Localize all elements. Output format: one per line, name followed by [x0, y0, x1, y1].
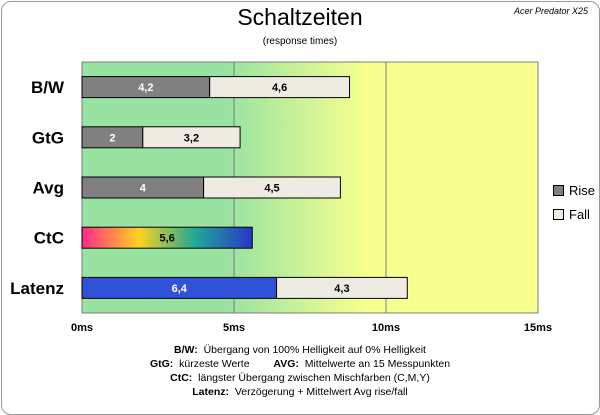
x-tick-label: 10ms — [372, 322, 400, 334]
note-avg-text: Mittelwerte an 15 Messpunkten — [304, 358, 451, 370]
x-tick-label: 15ms — [524, 322, 552, 334]
note-gtg-key: GtG: — [149, 358, 174, 370]
legend-label-fall: Fall — [569, 206, 590, 222]
category-label: Avg — [33, 179, 65, 198]
note-gtg-avg: GtG: kürzeste Werte AVG: Mittelwerte an … — [0, 357, 600, 371]
bar-rise-value-label: 4 — [140, 183, 147, 195]
legend-label-rise: Rise — [569, 182, 596, 198]
note-latenz-text: Verzögerung + Mittelwert Avg rise/fall — [234, 386, 408, 398]
note-bw: B/W: Übergang von 100% Helligkeit auf 0%… — [0, 343, 600, 357]
note-ctc-key: CtC: — [170, 372, 193, 384]
x-tick-label: 0ms — [71, 322, 93, 334]
bar-fall-value-label: 4,5 — [264, 183, 279, 195]
note-latenz: Latenz: Verzögerung + Mittelwert Avg ris… — [0, 385, 600, 399]
bar-rise-value-label: 4,2 — [138, 82, 153, 94]
category-label: GtG — [32, 128, 64, 147]
bar-fall-value-label: 3,2 — [184, 132, 199, 144]
category-label: Latenz — [10, 279, 64, 298]
footnotes: B/W: Übergang von 100% Helligkeit auf 0%… — [0, 343, 600, 399]
bar-fall — [142, 126, 241, 149]
note-bw-key: B/W: — [174, 344, 198, 356]
note-gtg-text: kürzeste Werte — [179, 358, 250, 370]
category-label: CtC — [34, 229, 64, 248]
legend-item-fall: Fall — [553, 202, 595, 226]
legend-swatch-rise — [553, 184, 564, 196]
bar-fall — [209, 76, 351, 99]
note-avg-key: AVG: — [273, 358, 299, 370]
legend: Rise Fall — [553, 178, 595, 226]
note-latenz-key: Latenz: — [192, 386, 230, 398]
bar-rise-value-label: 2 — [109, 132, 115, 144]
x-tick-label: 5ms — [223, 322, 245, 334]
category-label: B/W — [31, 78, 65, 97]
chart-subtitle: (response times) — [262, 36, 338, 47]
note-ctc-text: längster Übergang zwischen Mischfarben (… — [198, 372, 430, 384]
bar-rise — [81, 226, 253, 249]
bar-fall — [203, 176, 341, 199]
note-bw-text: Übergang von 100% Helligkeit auf 0% Hell… — [203, 344, 426, 356]
bar-rise-value-label: 6,4 — [172, 283, 188, 295]
bar-rise-value-label: 5,6 — [159, 233, 174, 245]
legend-item-rise: Rise — [553, 178, 595, 202]
note-ctc: CtC: längster Übergang zwischen Mischfar… — [0, 371, 600, 385]
brand-label: Acer Predator X25 — [513, 6, 588, 16]
bar-fall-value-label: 4,3 — [334, 283, 349, 295]
bar-fall — [276, 276, 408, 299]
chart-title: Schaltzeiten — [237, 4, 363, 30]
bar-fall-value-label: 4,6 — [272, 82, 287, 94]
legend-swatch-fall — [553, 208, 564, 220]
